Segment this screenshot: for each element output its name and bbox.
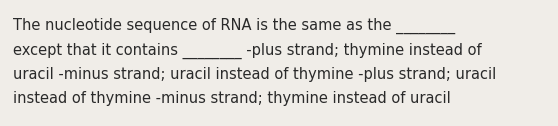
Text: uracil -minus strand; uracil instead of thymine -plus strand; uracil: uracil -minus strand; uracil instead of … (13, 67, 496, 82)
Text: except that it contains ________ -plus strand; thymine instead of: except that it contains ________ -plus s… (13, 42, 482, 59)
Text: instead of thymine -minus strand; thymine instead of uracil: instead of thymine -minus strand; thymin… (13, 91, 451, 106)
Text: The nucleotide sequence of RNA is the same as the ________: The nucleotide sequence of RNA is the sa… (13, 18, 455, 34)
